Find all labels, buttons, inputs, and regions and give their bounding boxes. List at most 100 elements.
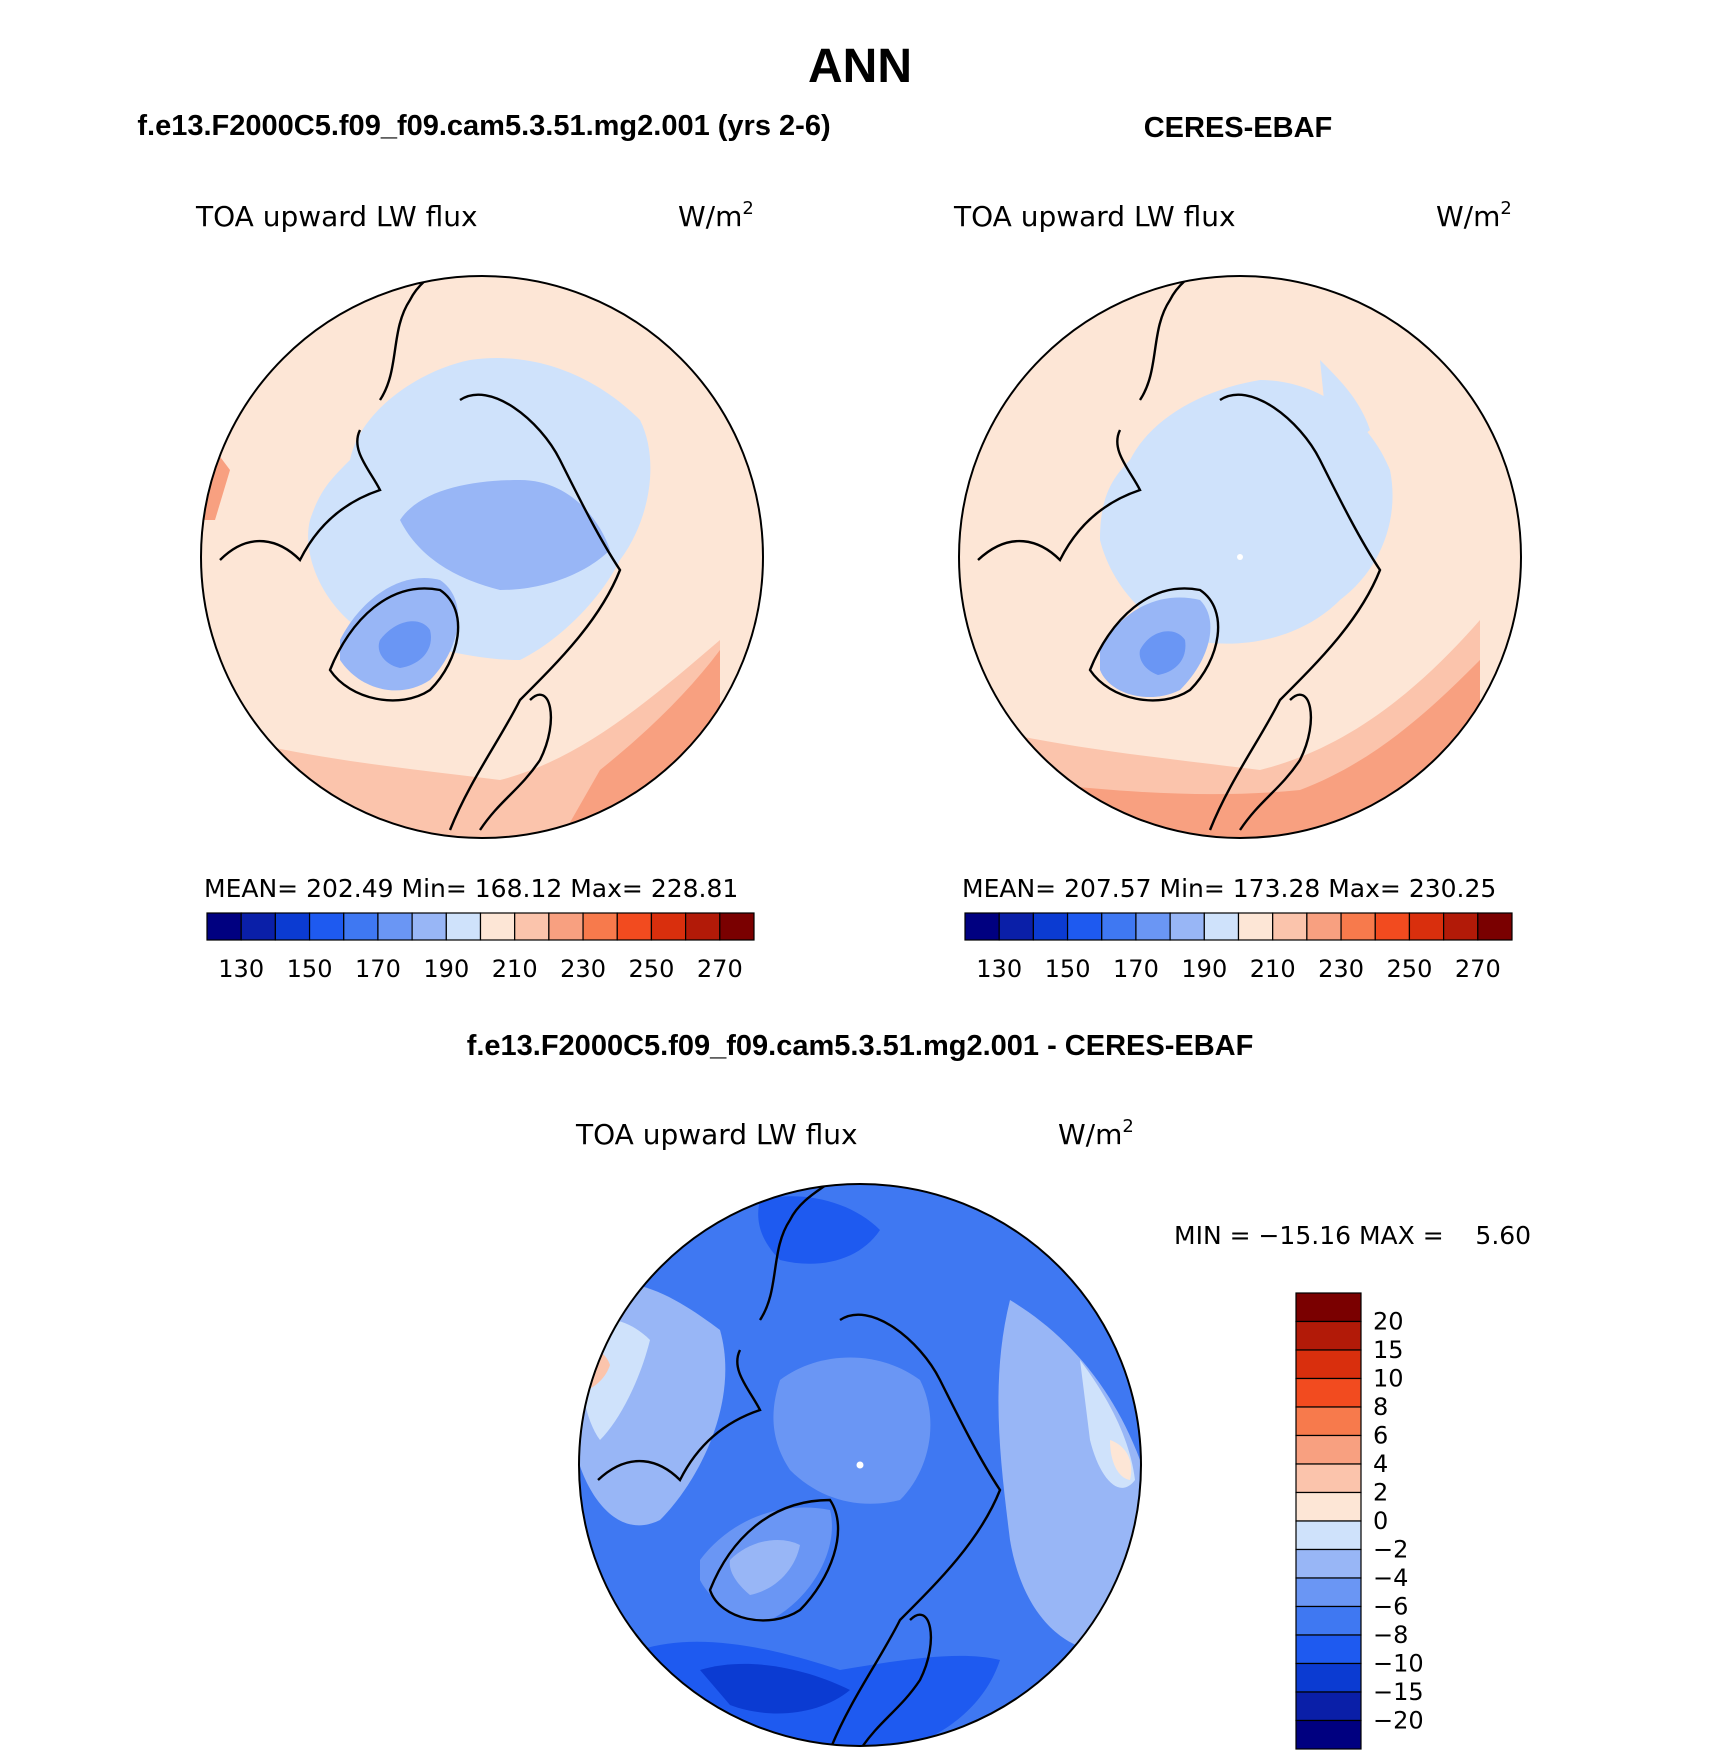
- colorbar-tick-label: 190: [423, 955, 469, 983]
- panel-diff-stats: MIN = −15.16 MAX = 5.60: [1174, 1221, 1531, 1250]
- panel-obs-case-title: CERES-EBAF: [1144, 112, 1333, 144]
- colorbar-swatch: [1295, 1349, 1362, 1380]
- colorbar-tick-label: −4: [1373, 1564, 1408, 1592]
- colorbar-tick-label: 20: [1373, 1308, 1404, 1336]
- colorbar-tick-label: 170: [355, 955, 401, 983]
- colorbar-tick-label: −10: [1373, 1650, 1424, 1678]
- colorbar-swatch: [411, 912, 447, 941]
- colorbar-swatch: [206, 912, 242, 941]
- coastline-greenland: [328, 587, 460, 702]
- coastline-north-america: [219, 429, 382, 563]
- colorbar-tick-label: 4: [1373, 1450, 1388, 1478]
- colorbar-swatch: [616, 912, 653, 941]
- colorbar-swatch: [1295, 1434, 1362, 1465]
- colorbar-swatch: [1295, 1577, 1362, 1608]
- colorbar-tick-label: 270: [1455, 955, 1501, 983]
- panel-diff-variable-label: TOA upward LW flux: [575, 1118, 858, 1151]
- colorbar-swatch: [1295, 1634, 1362, 1665]
- north-pole-marker: [1237, 554, 1243, 560]
- panel-diff-case-title: f.e13.F2000C5.f09_f09.cam5.3.51.mg2.001 …: [467, 1030, 1254, 1062]
- field-cold-central-arctic: [400, 480, 610, 590]
- panel-obs-colorbar: 130 150 170 190 210 230 250 270: [964, 912, 1513, 983]
- colorbar-swatch: [1295, 1605, 1362, 1636]
- colorbar-tick-label: 10: [1373, 1365, 1404, 1393]
- colorbar-swatch: [1295, 1719, 1362, 1750]
- field-warm-south-rim: [1010, 660, 1480, 838]
- colorbar-tick-label: 190: [1181, 955, 1227, 983]
- colorbar-tick-label: 2: [1373, 1479, 1388, 1507]
- panel-obs: CERES-EBAF TOA upward LW flux W/m2 MEAN=…: [953, 112, 1522, 983]
- colorbar-swatch: [1101, 912, 1137, 941]
- panel-diff-map-border: [578, 1183, 1142, 1747]
- coastline-alaska: [759, 1184, 831, 1321]
- field-cold-arctic-region: [1100, 380, 1393, 644]
- panel-obs-map: [959, 276, 1521, 838]
- colorbar-swatch: [1032, 912, 1069, 941]
- field-coldest-greenland-core: [378, 621, 431, 668]
- colorbar-swatch: [1306, 912, 1342, 941]
- colorbar-swatch: [1203, 912, 1240, 941]
- colorbar-swatch: [1295, 1463, 1362, 1494]
- field-diff-greenland-near-zero: [729, 1540, 800, 1595]
- colorbar-swatch: [650, 912, 687, 941]
- colorbar-swatch: [1477, 912, 1513, 941]
- panel-diff: f.e13.F2000C5.f09_f09.cam5.3.51.mg2.001 …: [467, 1030, 1531, 1750]
- colorbar-swatch: [998, 912, 1034, 941]
- colorbar-swatch: [964, 912, 1000, 941]
- coastline-scandinavia: [1239, 693, 1313, 831]
- coastline-north-america: [977, 429, 1142, 563]
- colorbar-swatch: [1295, 1406, 1362, 1437]
- colorbar-tick-label: 210: [1250, 955, 1296, 983]
- colorbar-swatch: [514, 912, 550, 941]
- field-diff-northwest-negative: [758, 1196, 880, 1264]
- colorbar-tick-label: 15: [1373, 1336, 1404, 1364]
- colorbar-swatch: [1295, 1320, 1362, 1351]
- panel-obs-units-label: W/m2: [1436, 198, 1512, 233]
- colorbar-swatch: [1135, 912, 1171, 941]
- colorbar-tick-label: 170: [1113, 955, 1159, 983]
- coastline-alaska: [1139, 276, 1211, 401]
- colorbar-tick-label: 250: [1387, 955, 1433, 983]
- colorbar-swatch: [1374, 912, 1411, 941]
- colorbar-swatch: [582, 912, 618, 941]
- panel-model-case-title: f.e13.F2000C5.f09_f09.cam5.3.51.mg2.001 …: [137, 110, 830, 142]
- colorbar-swatch: [1237, 912, 1274, 941]
- colorbar-swatch: [1295, 1662, 1362, 1693]
- coastline-greenland: [1088, 587, 1220, 702]
- colorbar-tick-label: 130: [976, 955, 1022, 983]
- panel-model: f.e13.F2000C5.f09_f09.cam5.3.51.mg2.001 …: [137, 110, 830, 983]
- coastline-greenland: [708, 1498, 840, 1622]
- colorbar-swatch: [1295, 1520, 1362, 1551]
- colorbar-swatch: [377, 912, 413, 941]
- coastline-eurasia: [1208, 393, 1382, 831]
- colorbar-swatch: [308, 912, 345, 941]
- colorbar-tick-label: 0: [1373, 1507, 1388, 1535]
- colorbar-swatch: [1443, 912, 1479, 941]
- panel-obs-stats: MEAN= 207.57 Min= 173.28 Max= 230.25: [962, 874, 1496, 903]
- panel-diff-map: [579, 1184, 1141, 1746]
- colorbar-tick-label: −15: [1373, 1678, 1424, 1706]
- colorbar-swatch: [1295, 1292, 1362, 1323]
- panel-model-colorbar: 130 150 170 190 210 230 250 270: [206, 912, 755, 983]
- field-diff-southwest-negative: [700, 1663, 850, 1714]
- colorbar-tick-label: −8: [1373, 1621, 1408, 1649]
- field-coldest-greenland-core: [1139, 631, 1186, 675]
- field-cold-siberia: [1320, 360, 1370, 434]
- panel-obs-variable-label: TOA upward LW flux: [953, 200, 1236, 233]
- coastline-scandinavia: [479, 693, 553, 831]
- colorbar-swatch: [1295, 1548, 1362, 1579]
- coastline-north-america: [597, 1349, 762, 1483]
- colorbar-swatch: [1408, 912, 1445, 941]
- panel-diff-units-label: W/m2: [1058, 1116, 1134, 1151]
- colorbar-tick-label: 210: [492, 955, 538, 983]
- colorbar-tick-label: 230: [1318, 955, 1364, 983]
- panel-model-units-label: W/m2: [678, 198, 754, 233]
- colorbar-swatch: [1340, 912, 1376, 941]
- field-diff-east-positive: [1110, 1440, 1132, 1480]
- colorbar-swatch: [445, 912, 482, 941]
- colorbar-tick-label: 8: [1373, 1393, 1388, 1421]
- colorbar-swatch: [1169, 912, 1205, 941]
- colorbar-tick-label: 230: [560, 955, 606, 983]
